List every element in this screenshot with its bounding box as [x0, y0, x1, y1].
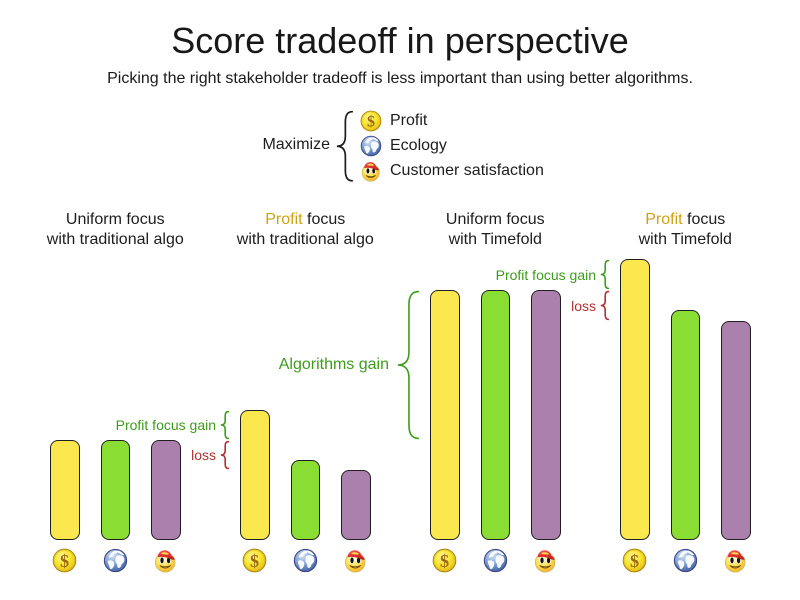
bar-profit-group-2	[430, 290, 460, 540]
axis-icon-profit-group-0: $	[52, 548, 77, 573]
customer-smiley-icon	[725, 550, 746, 573]
annotation-brace-icon	[397, 290, 420, 440]
annotation-loss-label-group-1: loss	[191, 447, 216, 463]
ecology-globe-icon	[293, 548, 317, 573]
group-0-label-line1: Uniform focus	[0, 210, 265, 231]
page-subtitle: Picking the right stakeholder tradeoff i…	[107, 70, 693, 87]
legend-item-ecology-label: Ecology	[390, 137, 447, 155]
group-0-label-part: Uniform focus	[65, 210, 165, 228]
bar-ecology-group-2	[480, 290, 510, 540]
ecology-globe-icon	[103, 548, 127, 573]
bar-customer-group-3	[721, 321, 751, 540]
svg-text:$: $	[250, 551, 259, 571]
customer-smiley-icon	[535, 550, 556, 573]
bar-profit-group-1	[240, 410, 270, 540]
customer-smiley-icon	[155, 550, 176, 573]
bar-ecology-group-0	[100, 440, 130, 540]
legend-maximize-label: Maximize	[262, 135, 330, 153]
legend-item-ecology	[360, 135, 382, 157]
annotation-gain-label-group-2: Algorithms gain	[278, 356, 389, 373]
svg-text:$: $	[60, 551, 69, 571]
svg-text:$: $	[440, 551, 449, 571]
annotation-gain-label-group-3: Profit focus gain	[495, 266, 596, 283]
group-1-label-line1: Profit focus	[155, 210, 455, 231]
profit-coin-icon: $	[432, 548, 457, 573]
bar-profit-group-3	[620, 259, 650, 540]
profit-coin-icon: $	[242, 548, 267, 573]
group-3-label-part: focus	[682, 210, 726, 228]
group-3-label-part: Profit	[645, 210, 683, 228]
group-3-label-line1: Profit focus	[535, 210, 800, 231]
legend-item-profit: $	[360, 110, 382, 132]
customer-smiley-icon	[345, 550, 366, 573]
group-2-label-line1: Uniform focus	[345, 210, 645, 231]
group-3-label-line2: with Timefold	[638, 231, 732, 248]
annotation-gain-brace-group-1	[220, 410, 230, 440]
group-2-label-part: Uniform focus	[445, 210, 545, 228]
ecology-globe-icon	[360, 135, 381, 157]
svg-text:$: $	[630, 551, 639, 571]
group-0-label-line2: with traditional algo	[46, 231, 184, 248]
legend-brace	[336, 110, 354, 183]
annotation-gain-brace-group-3	[600, 259, 610, 290]
bar-customer-group-1	[341, 470, 371, 540]
bar-profit-group-0	[50, 440, 80, 540]
axis-icon-profit-group-1: $	[242, 548, 267, 573]
axis-icon-ecology-group-1	[293, 548, 318, 573]
group-1-label-part: Profit	[265, 210, 303, 228]
axis-icon-ecology-group-3	[673, 548, 698, 573]
axis-icon-customer-group-1	[343, 548, 368, 573]
profit-coin-icon: $	[360, 110, 381, 132]
legend-item-profit-label: Profit	[390, 112, 428, 129]
customer-smiley-icon	[361, 162, 380, 182]
annotation-loss-brace-group-1	[220, 440, 230, 470]
page-title: Score tradeoff in perspective	[171, 20, 629, 61]
group-1-label-part: focus	[302, 210, 346, 228]
annotation-gain-label-group-1: Profit focus gain	[115, 417, 216, 433]
legend-item-customer	[360, 160, 382, 182]
axis-icon-profit-group-2: $	[432, 548, 457, 573]
axis-icon-profit-group-3: $	[622, 548, 647, 573]
annotation-brace-icon	[220, 410, 230, 440]
axis-icon-customer-group-3	[723, 548, 748, 573]
group-2-label-line2: with Timefold	[448, 231, 542, 248]
profit-coin-icon: $	[622, 548, 647, 573]
bar-customer-group-0	[151, 440, 181, 540]
ecology-globe-icon	[483, 548, 507, 573]
legend-brace-icon	[336, 110, 354, 182]
group-1-label-line2: with traditional algo	[236, 231, 374, 248]
legend-item-customer-label: Customer satisfaction	[390, 162, 544, 180]
bar-ecology-group-1	[290, 460, 320, 540]
axis-icon-ecology-group-2	[483, 548, 508, 573]
axis-icon-customer-group-2	[533, 548, 558, 573]
annotation-brace-icon	[220, 440, 230, 470]
profit-coin-icon: $	[52, 548, 77, 573]
axis-icon-ecology-group-0	[103, 548, 128, 573]
annotation-loss-brace-group-3	[600, 290, 610, 321]
axis-icon-customer-group-0	[153, 548, 178, 573]
annotation-brace-icon	[600, 259, 610, 290]
annotation-gain-brace-group-2	[397, 290, 420, 440]
annotation-loss-label-group-3: loss	[571, 297, 596, 314]
annotation-brace-icon	[600, 290, 610, 321]
bar-customer-group-2	[531, 290, 561, 540]
ecology-globe-icon	[673, 548, 697, 573]
svg-text:$: $	[366, 114, 374, 131]
bar-ecology-group-3	[670, 310, 700, 540]
